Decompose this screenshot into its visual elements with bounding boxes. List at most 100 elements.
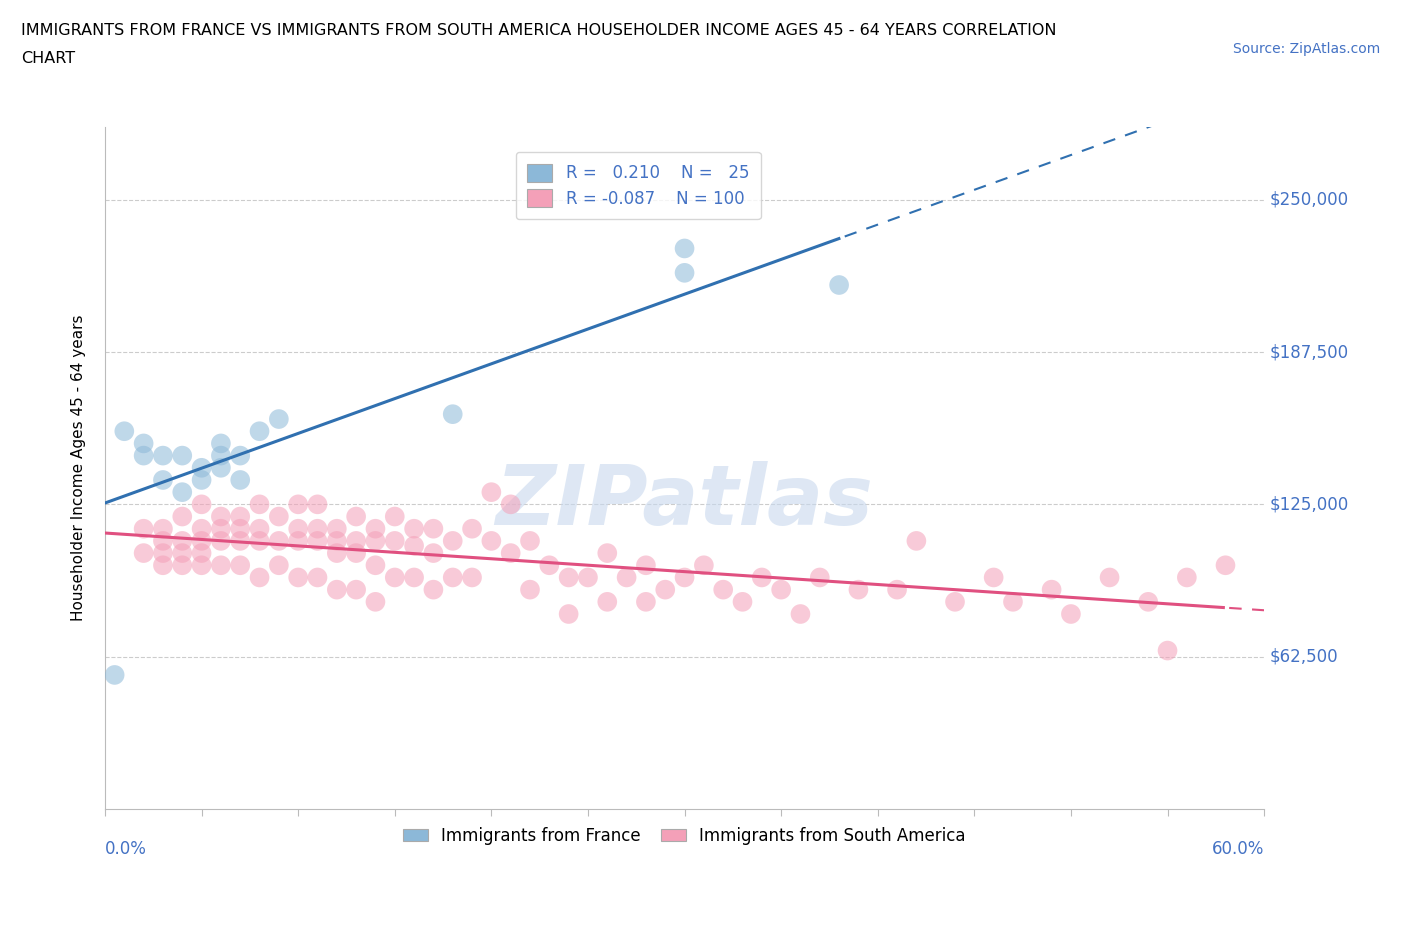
Point (404, 570, 426, 585)
Point (190, 460, 212, 475)
Point (152, 558, 174, 573)
Point (326, 522, 349, 537)
Legend: Immigrants from France, Immigrants from South America: Immigrants from France, Immigrants from … (396, 820, 973, 852)
Point (364, 558, 387, 573)
Point (808, 570, 831, 585)
Point (789, 606, 811, 621)
Point (731, 594, 754, 609)
Point (267, 509, 290, 524)
Text: Source: ZipAtlas.com: Source: ZipAtlas.com (1233, 42, 1381, 56)
Point (673, 241, 696, 256)
Point (229, 509, 252, 524)
Point (479, 534, 502, 549)
Point (190, 497, 212, 512)
Point (616, 570, 638, 585)
Point (172, 509, 194, 524)
Point (441, 534, 464, 549)
Point (1040, 582, 1063, 597)
Point (538, 558, 561, 573)
Point (905, 534, 928, 549)
Point (287, 570, 309, 585)
Point (249, 534, 271, 549)
Point (229, 522, 252, 537)
Point (654, 582, 676, 597)
Point (307, 522, 329, 537)
Point (172, 546, 194, 561)
Point (384, 570, 406, 585)
Point (886, 582, 908, 597)
Point (422, 582, 444, 597)
Point (479, 485, 502, 499)
Point (1156, 644, 1178, 658)
Point (364, 522, 387, 537)
Point (326, 534, 349, 549)
Point (1137, 594, 1160, 609)
Point (848, 582, 870, 597)
Point (441, 570, 464, 585)
Point (576, 570, 599, 585)
Point (943, 594, 966, 609)
Point (132, 436, 155, 451)
Point (132, 522, 155, 537)
Point (249, 497, 271, 512)
Y-axis label: Householder Income Ages 45 - 64 years: Householder Income Ages 45 - 64 years (72, 314, 86, 621)
Point (209, 448, 232, 463)
Point (112, 424, 135, 439)
Point (557, 570, 579, 585)
Point (344, 546, 367, 561)
Point (673, 265, 696, 280)
Point (983, 570, 1005, 585)
Point (209, 558, 232, 573)
Text: ZIPatlas: ZIPatlas (496, 461, 873, 542)
Point (326, 582, 349, 597)
Point (634, 558, 657, 573)
Point (209, 534, 232, 549)
Text: IMMIGRANTS FROM FRANCE VS IMMIGRANTS FROM SOUTH AMERICA HOUSEHOLDER INCOME AGES : IMMIGRANTS FROM FRANCE VS IMMIGRANTS FRO… (21, 23, 1056, 38)
Point (190, 522, 212, 537)
Point (307, 534, 329, 549)
Point (229, 534, 252, 549)
Point (249, 570, 271, 585)
Point (1175, 570, 1198, 585)
Point (770, 582, 793, 597)
Point (172, 448, 194, 463)
Point (152, 472, 174, 487)
Point (828, 277, 851, 292)
Point (190, 558, 212, 573)
Point (209, 460, 232, 475)
Point (152, 448, 174, 463)
Point (634, 594, 657, 609)
Text: CHART: CHART (21, 51, 75, 66)
Point (441, 406, 464, 421)
Point (152, 522, 174, 537)
Point (1215, 558, 1237, 573)
Point (364, 594, 387, 609)
Point (364, 534, 387, 549)
Point (519, 582, 541, 597)
Text: 0.0%: 0.0% (105, 840, 146, 857)
Point (422, 522, 444, 537)
Text: $187,500: $187,500 (1270, 343, 1348, 361)
Point (499, 546, 522, 561)
Point (596, 546, 619, 561)
Point (693, 558, 716, 573)
Point (209, 522, 232, 537)
Text: $125,000: $125,000 (1270, 496, 1350, 513)
Point (1098, 570, 1121, 585)
Point (209, 436, 232, 451)
Point (249, 424, 271, 439)
Point (711, 582, 734, 597)
Point (326, 546, 349, 561)
Text: 60.0%: 60.0% (1212, 840, 1264, 857)
Point (344, 582, 367, 597)
Text: $250,000: $250,000 (1270, 191, 1348, 208)
Point (519, 534, 541, 549)
Point (132, 448, 155, 463)
Point (209, 509, 232, 524)
Point (132, 546, 155, 561)
Point (461, 570, 484, 585)
Point (287, 497, 309, 512)
Point (229, 448, 252, 463)
Point (422, 546, 444, 561)
Point (172, 485, 194, 499)
